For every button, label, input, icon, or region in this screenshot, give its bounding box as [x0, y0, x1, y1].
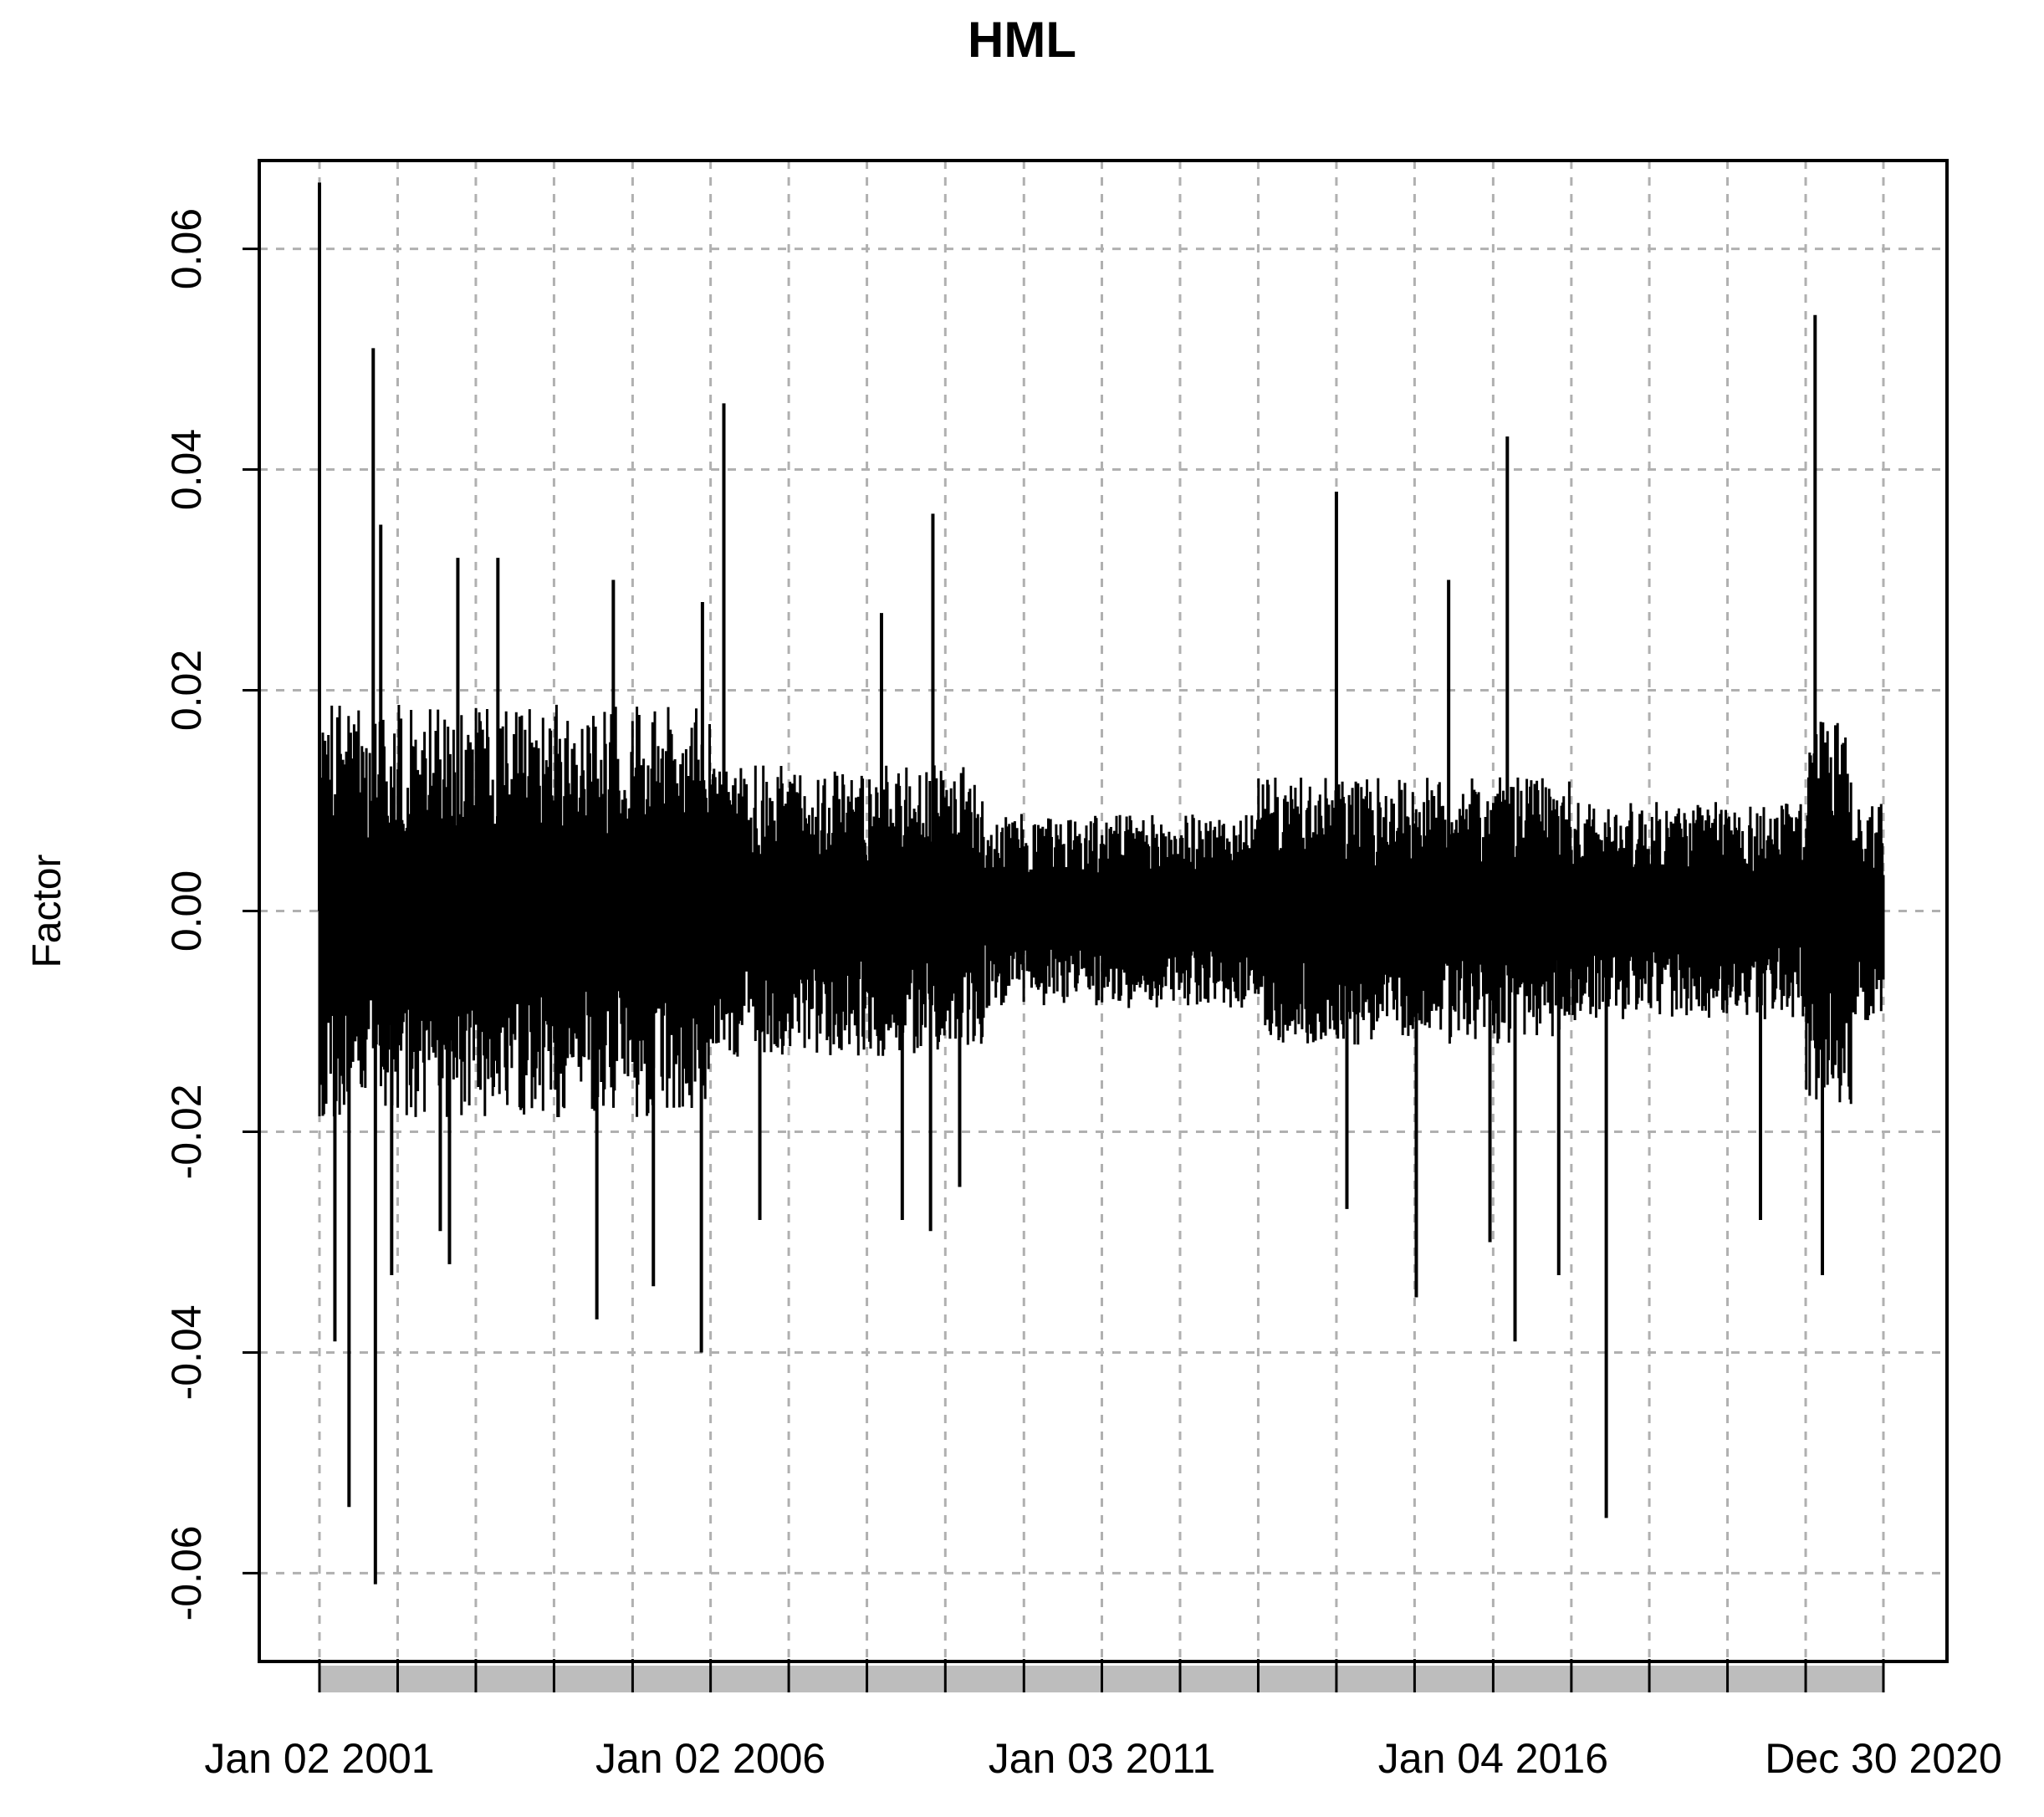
series-hml [318, 182, 1885, 1585]
y-tick-label: 0.06 [163, 208, 210, 289]
series-body [318, 704, 1885, 1117]
x-axis: Jan 02 2001 Jan 02 2006 Jan 03 2011 Jan 04 … [204, 1659, 2002, 1782]
y-tick-label: -0.02 [163, 1084, 210, 1179]
y-tick-label: -0.06 [163, 1525, 210, 1620]
y-tick-label: 0.00 [163, 870, 210, 952]
y-tick-label: -0.04 [163, 1304, 210, 1400]
y-axis: -0.06 -0.04 -0.02 0.00 0.02 0.04 0.06 [163, 208, 259, 1620]
x-tick-label: Jan 02 2001 [204, 1735, 434, 1782]
y-tick-label: 0.02 [163, 650, 210, 731]
chart-title: HML [968, 12, 1076, 68]
y-axis-label: Factor [25, 854, 69, 967]
x-tick-label: Jan 02 2006 [595, 1735, 825, 1782]
y-tick-label: 0.04 [163, 429, 210, 510]
x-tick-label: Dec 30 2020 [1765, 1735, 2002, 1782]
x-tick-label: Jan 04 2016 [1378, 1735, 1608, 1782]
x-tick-label: Jan 03 2011 [989, 1735, 1216, 1782]
